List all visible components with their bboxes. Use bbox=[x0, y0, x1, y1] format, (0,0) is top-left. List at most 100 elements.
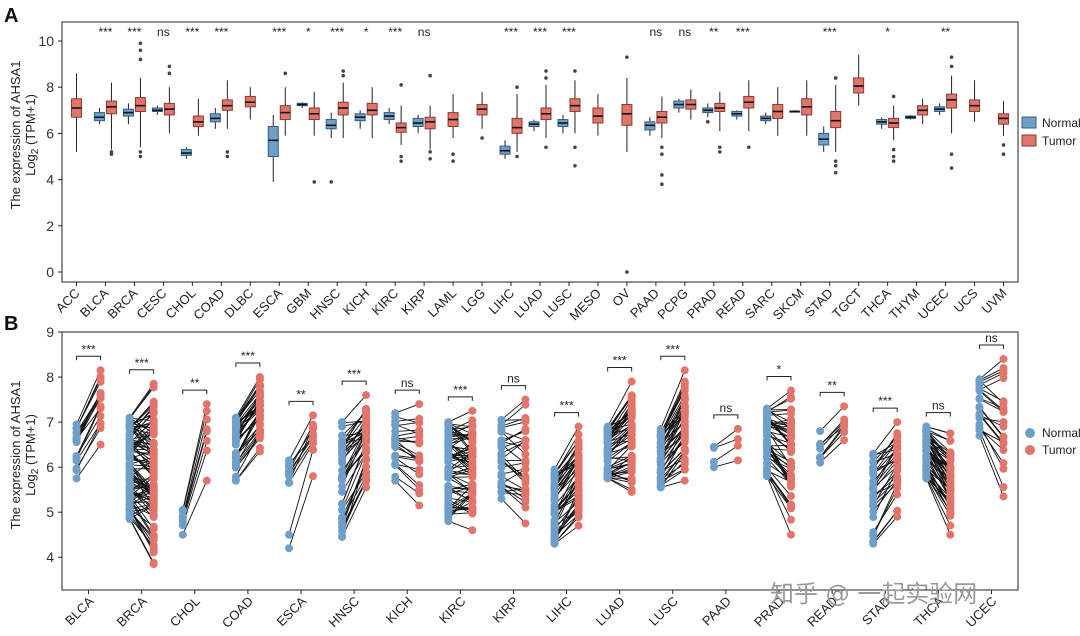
point-normal bbox=[338, 482, 347, 491]
pair-line bbox=[925, 429, 951, 460]
point-tumor bbox=[574, 484, 583, 493]
point-tumor bbox=[999, 459, 1008, 468]
point-tumor bbox=[733, 456, 742, 465]
panel-b-ytick-label: 8 bbox=[46, 369, 54, 385]
pair-line bbox=[129, 495, 154, 506]
panel-b-significance: ns bbox=[720, 401, 733, 415]
point-normal bbox=[763, 451, 771, 460]
pair-line bbox=[554, 460, 579, 496]
panel-a-significance: *** bbox=[504, 25, 518, 39]
point-normal bbox=[975, 375, 984, 384]
pair-line bbox=[872, 465, 898, 489]
pair-line bbox=[182, 429, 208, 518]
panel-b-xtick-label: KICH bbox=[383, 594, 416, 627]
pair-line bbox=[448, 493, 473, 508]
point-normal bbox=[444, 418, 453, 427]
point-tumor bbox=[149, 531, 158, 540]
point-normal bbox=[178, 505, 187, 514]
pair-line bbox=[554, 514, 579, 536]
pair-line bbox=[129, 439, 154, 451]
pair-line bbox=[448, 447, 473, 457]
point-normal bbox=[816, 453, 825, 462]
pair-line bbox=[925, 446, 951, 481]
pair-line bbox=[766, 408, 792, 411]
pair-line bbox=[341, 408, 367, 448]
point-tumor bbox=[96, 390, 105, 399]
box-tumor-outlier bbox=[660, 145, 664, 150]
point-tumor bbox=[680, 431, 689, 440]
pair-line bbox=[607, 477, 632, 490]
point-normal bbox=[922, 460, 931, 469]
panel-a-significance: ** bbox=[709, 25, 719, 39]
point-tumor bbox=[946, 479, 955, 488]
pair-line bbox=[660, 431, 686, 460]
box-tumor-outlier bbox=[283, 71, 288, 76]
pair-line bbox=[341, 432, 367, 453]
panel-b-significance: ** bbox=[190, 376, 200, 390]
panel-a-significance: *** bbox=[98, 25, 112, 39]
pair-line bbox=[341, 447, 367, 481]
panel-b-significance-bracket bbox=[607, 367, 633, 372]
pair-line bbox=[235, 447, 261, 481]
pair-line bbox=[660, 428, 686, 452]
pair-line bbox=[660, 370, 686, 430]
point-normal bbox=[763, 411, 771, 420]
pair-line bbox=[766, 422, 792, 428]
point-tumor bbox=[149, 525, 158, 534]
pair-line bbox=[819, 427, 845, 459]
panel-a-significance: *** bbox=[214, 25, 228, 39]
panel-b-significance-bracket bbox=[129, 369, 155, 374]
pair-line bbox=[394, 476, 420, 494]
pair-line bbox=[607, 381, 633, 427]
pair-line bbox=[819, 426, 845, 445]
pair-line bbox=[395, 429, 420, 432]
point-tumor bbox=[521, 503, 530, 512]
point-tumor bbox=[680, 448, 689, 457]
panel-b-legend: Normal Tumor bbox=[1025, 426, 1080, 457]
pair-line bbox=[235, 390, 261, 421]
point-normal bbox=[444, 503, 453, 512]
point-normal bbox=[709, 457, 718, 466]
panel-b-xtick-label: BLCA bbox=[62, 593, 97, 628]
panel-a-xtick-label: LGG bbox=[458, 286, 488, 316]
pair-line bbox=[554, 498, 579, 530]
pair-line bbox=[235, 384, 261, 421]
point-tumor bbox=[946, 463, 955, 472]
panel-b-significance-bracket bbox=[872, 407, 898, 413]
pair-line bbox=[766, 413, 792, 416]
panel-b-significance-bracket bbox=[394, 389, 420, 395]
point-tumor bbox=[415, 400, 424, 409]
panel-a-ylabel-line1: The expression of AHSA1 bbox=[8, 61, 23, 210]
panel-b-significance: *** bbox=[453, 383, 467, 397]
pair-line bbox=[129, 429, 154, 455]
point-tumor bbox=[627, 485, 636, 494]
point-tumor bbox=[893, 483, 902, 492]
point-normal bbox=[391, 427, 400, 436]
point-tumor bbox=[946, 429, 955, 438]
panel-a-xtick-label: DLBC bbox=[221, 286, 256, 321]
box-tumor-outlier bbox=[451, 159, 455, 163]
point-normal bbox=[497, 472, 506, 481]
pair-line bbox=[129, 518, 155, 563]
panel-a-ylabel-line2: Log2 (TPM+1) bbox=[23, 94, 41, 176]
point-tumor bbox=[574, 497, 583, 506]
point-tumor bbox=[787, 492, 795, 501]
panel-a-xtick-label: KICH bbox=[340, 286, 373, 319]
pair-line bbox=[554, 464, 579, 500]
pair-line bbox=[448, 486, 473, 495]
point-tumor bbox=[468, 462, 477, 471]
box-normal-box bbox=[325, 119, 337, 130]
pair-line bbox=[607, 455, 632, 477]
point-tumor bbox=[946, 508, 955, 517]
point-normal bbox=[285, 467, 293, 476]
point-tumor bbox=[999, 439, 1008, 448]
panel-b-significance-bracket bbox=[447, 396, 473, 401]
box-tumor-outlier bbox=[451, 152, 455, 156]
panel-a-xtick-label: ESCA bbox=[250, 285, 286, 321]
pair-line bbox=[341, 441, 367, 504]
point-normal bbox=[338, 471, 347, 480]
point-tumor bbox=[521, 497, 530, 506]
point-tumor bbox=[468, 448, 477, 457]
pair-line bbox=[872, 457, 898, 487]
point-tumor bbox=[680, 438, 689, 447]
